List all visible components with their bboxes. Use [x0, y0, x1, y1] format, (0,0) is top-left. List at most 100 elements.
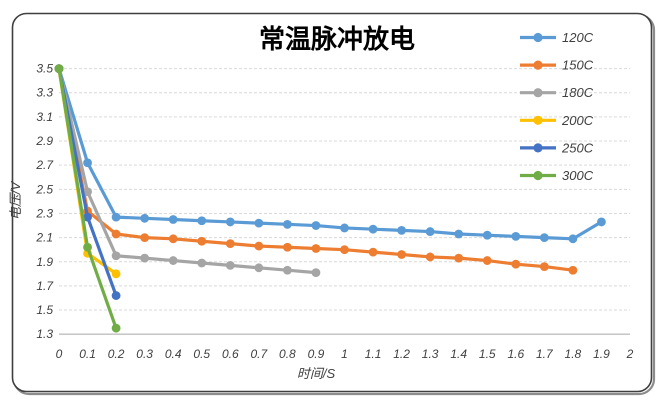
x-tick-1.5: 1.5 [479, 347, 496, 361]
series-120C [54, 64, 606, 244]
marker-120C-1.3 [425, 227, 435, 236]
marker-120C-1.1 [368, 224, 378, 234]
x-tick-0.7: 0.7 [251, 347, 269, 361]
legend-marker-150C [533, 60, 543, 70]
marker-150C-0.9 [311, 244, 321, 253]
legend-label-300C: 300C [562, 168, 594, 183]
y-tick-1.5: 1.5 [36, 303, 53, 317]
marker-150C-0.4 [168, 234, 178, 244]
series-lines [54, 64, 606, 333]
gridlines [59, 68, 630, 335]
series-300C [54, 64, 121, 333]
marker-250C-0.2 [111, 291, 121, 300]
marker-120C-0.4 [168, 215, 178, 224]
marker-150C-1.3 [425, 252, 435, 262]
marker-300C-0.2 [111, 323, 121, 333]
x-tick-1: 1 [341, 347, 348, 361]
legend-item-300C: 300C [520, 168, 594, 183]
y-tick-3.5: 3.5 [36, 62, 53, 76]
marker-120C-0.7 [254, 218, 264, 228]
y-tick-2.9: 2.9 [35, 134, 53, 148]
marker-300C-0 [54, 64, 64, 73]
series-line-120C [57, 66, 604, 241]
marker-120C-1.6 [511, 232, 521, 241]
marker-300C-0.1 [83, 242, 92, 252]
marker-180C-0.7 [254, 263, 264, 273]
marker-120C-0.3 [140, 213, 150, 223]
x-tick-0.3: 0.3 [136, 347, 153, 361]
x-tick-0.1: 0.1 [79, 347, 96, 361]
marker-180C-0.2 [111, 251, 121, 261]
legend-label-200C: 200C [561, 113, 594, 128]
legend-marker-120C [533, 32, 543, 43]
marker-200C-0.2 [111, 269, 121, 279]
marker-120C-0.5 [197, 216, 207, 226]
marker-150C-1.7 [539, 262, 549, 271]
marker-120C-0.8 [283, 219, 292, 229]
marker-150C-1.2 [397, 250, 406, 259]
legend-label-150C: 150C [562, 58, 594, 73]
legend-marker-250C [533, 143, 543, 153]
marker-150C-1.8 [568, 265, 578, 275]
series-180C [54, 64, 321, 278]
y-tick-1.3: 1.3 [36, 327, 53, 341]
marker-180C-0.3 [140, 253, 150, 263]
marker-120C-0.1 [83, 158, 92, 168]
legend-marker-200C [533, 115, 543, 125]
legend-item-150C: 150C [520, 58, 594, 73]
x-axis-tick-labels: 0 0.1 0.2 0.3 0.4 0.5 0.6 0.7 0.8 0.9 1 1.1 1.2 1.3 1.… [56, 347, 634, 361]
marker-150C-1.1 [368, 247, 378, 257]
x-tick-0.8: 0.8 [279, 347, 296, 361]
marker-150C-1 [340, 245, 349, 255]
legend-item-180C: 180C [520, 85, 594, 100]
marker-180C-0.6 [225, 260, 235, 270]
marker-120C-1.8 [568, 234, 578, 244]
y-tick-2.5: 2.5 [35, 182, 53, 196]
marker-150C-1.5 [482, 256, 492, 265]
x-tick-1.4: 1.4 [450, 347, 467, 361]
x-tick-0.5: 0.5 [193, 347, 210, 361]
legend: 120C 150C 180C 200C 250C 300C [520, 30, 594, 183]
marker-120C-1 [340, 223, 349, 233]
y-tick-3.3: 3.3 [36, 86, 53, 100]
legend-label-120C: 120C [562, 30, 594, 45]
legend-item-120C: 120C [520, 30, 594, 45]
y-tick-1.7: 1.7 [36, 279, 54, 293]
legend-label-180C: 180C [562, 85, 594, 100]
marker-120C-1.9 [597, 217, 606, 227]
marker-120C-1.2 [397, 225, 406, 235]
y-tick-1.9: 1.9 [36, 255, 53, 269]
marker-150C-0.8 [283, 242, 292, 252]
marker-180C-0.4 [168, 256, 178, 265]
y-tick-2.1: 2.1 [35, 231, 53, 245]
chart-title: 常温脉冲放电 [259, 24, 415, 54]
series-line-180C [57, 66, 318, 275]
marker-250C-0.1 [83, 212, 92, 222]
x-tick-0.9: 0.9 [308, 347, 325, 361]
x-tick-1.7: 1.7 [536, 347, 554, 361]
x-tick-0.6: 0.6 [222, 347, 239, 361]
x-tick-2: 2 [626, 347, 634, 361]
series-150C [54, 64, 578, 275]
marker-150C-0.7 [254, 241, 264, 251]
x-axis-title: 时间/S [297, 366, 336, 381]
marker-150C-1.6 [511, 259, 521, 269]
x-tick-0.4: 0.4 [165, 347, 182, 361]
y-tick-2.7: 2.7 [35, 158, 54, 172]
marker-120C-1.5 [482, 230, 492, 240]
marker-180C-0.9 [311, 268, 321, 278]
y-axis-tick-labels: 3.5 3.3 3.1 2.9 2.7 2.5 2.3 2.1 1.9 1.7 1.5 1.3 [35, 62, 54, 342]
x-tick-0.2: 0.2 [108, 347, 125, 361]
chart-frame-border [11, 12, 653, 393]
x-tick-1.8: 1.8 [565, 347, 582, 361]
marker-150C-1.4 [454, 253, 464, 263]
x-tick-1.2: 1.2 [393, 347, 410, 361]
marker-120C-1.4 [454, 229, 464, 239]
marker-120C-1.7 [539, 233, 549, 243]
marker-150C-0.3 [140, 233, 150, 243]
marker-150C-0.5 [197, 236, 207, 246]
marker-120C-0.2 [111, 212, 121, 222]
marker-120C-0.6 [225, 217, 235, 227]
